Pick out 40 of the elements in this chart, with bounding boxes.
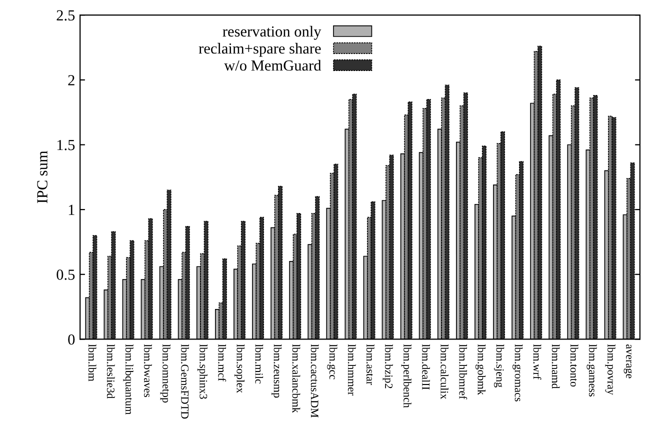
x-tick-label: lbm.gromacs: [512, 344, 523, 402]
x-tick-label: lbm.zeusmp: [272, 344, 282, 398]
y-tick-label: 0: [68, 334, 75, 345]
x-tick-label: lbm.hmmer: [348, 344, 356, 396]
y-tick-label: 0.5: [56, 270, 75, 280]
x-tick-label: lbm.cactusADM: [310, 344, 319, 418]
y-axis-title: IPC sum: [37, 150, 48, 204]
legend-label: reservation only: [222, 26, 322, 40]
x-tick-label: lbm.calculix: [440, 344, 448, 400]
x-tick-label: lbm.gobmk: [475, 344, 486, 396]
y-tick-label: 1: [68, 204, 74, 215]
x-tick-label: lbm.hlbmref: [459, 344, 468, 400]
x-tick-label: lbm.soplex: [234, 344, 245, 394]
x-tick-label: lbm.bzip2: [382, 344, 393, 388]
x-tick-label: lbm.omnetpp: [160, 344, 170, 403]
x-tick-label: lbm.lbm: [88, 344, 96, 382]
x-tick-label: lbm.wrf: [533, 344, 542, 380]
x-tick-label: lbm.dealII: [422, 344, 430, 390]
x-tick-label: lbm.GemsFDTD: [181, 344, 189, 419]
y-tick-label: 2: [68, 75, 74, 86]
x-tick-label: lbm.gcc: [327, 344, 338, 380]
x-tick-label: lbm.sphinx3: [197, 344, 208, 399]
legend-label: reclaim+spare share: [198, 42, 321, 57]
x-tick-label: lbm.povray: [605, 344, 616, 395]
y-tick-label: 2.5: [56, 10, 75, 21]
x-tick-label: lbm.perlbench: [401, 344, 412, 408]
x-tick-label: lbm.bwaves: [144, 344, 152, 398]
x-tick-label: lbm.namd: [552, 344, 560, 389]
x-tick-label: lbm.astar: [366, 344, 374, 386]
x-tick-label: lbm.gamess: [586, 344, 597, 396]
x-tick-label: lbm.mcf: [218, 344, 226, 382]
x-tick-label: lbm.leslie3d: [106, 344, 115, 399]
x-tick-label: lbm.sjeng: [494, 344, 504, 388]
x-tick-label: lbm.libquantum: [123, 344, 134, 415]
x-tick-label: lbm.tonto: [570, 344, 578, 387]
y-tick-label: 1.5: [57, 140, 75, 150]
x-tick-label: lbm.xalancbmk: [292, 344, 300, 413]
x-tick-label: average: [624, 344, 632, 378]
legend-label: w/o MemGuard: [224, 60, 322, 71]
x-tick-label: lbm.milc: [255, 344, 264, 384]
